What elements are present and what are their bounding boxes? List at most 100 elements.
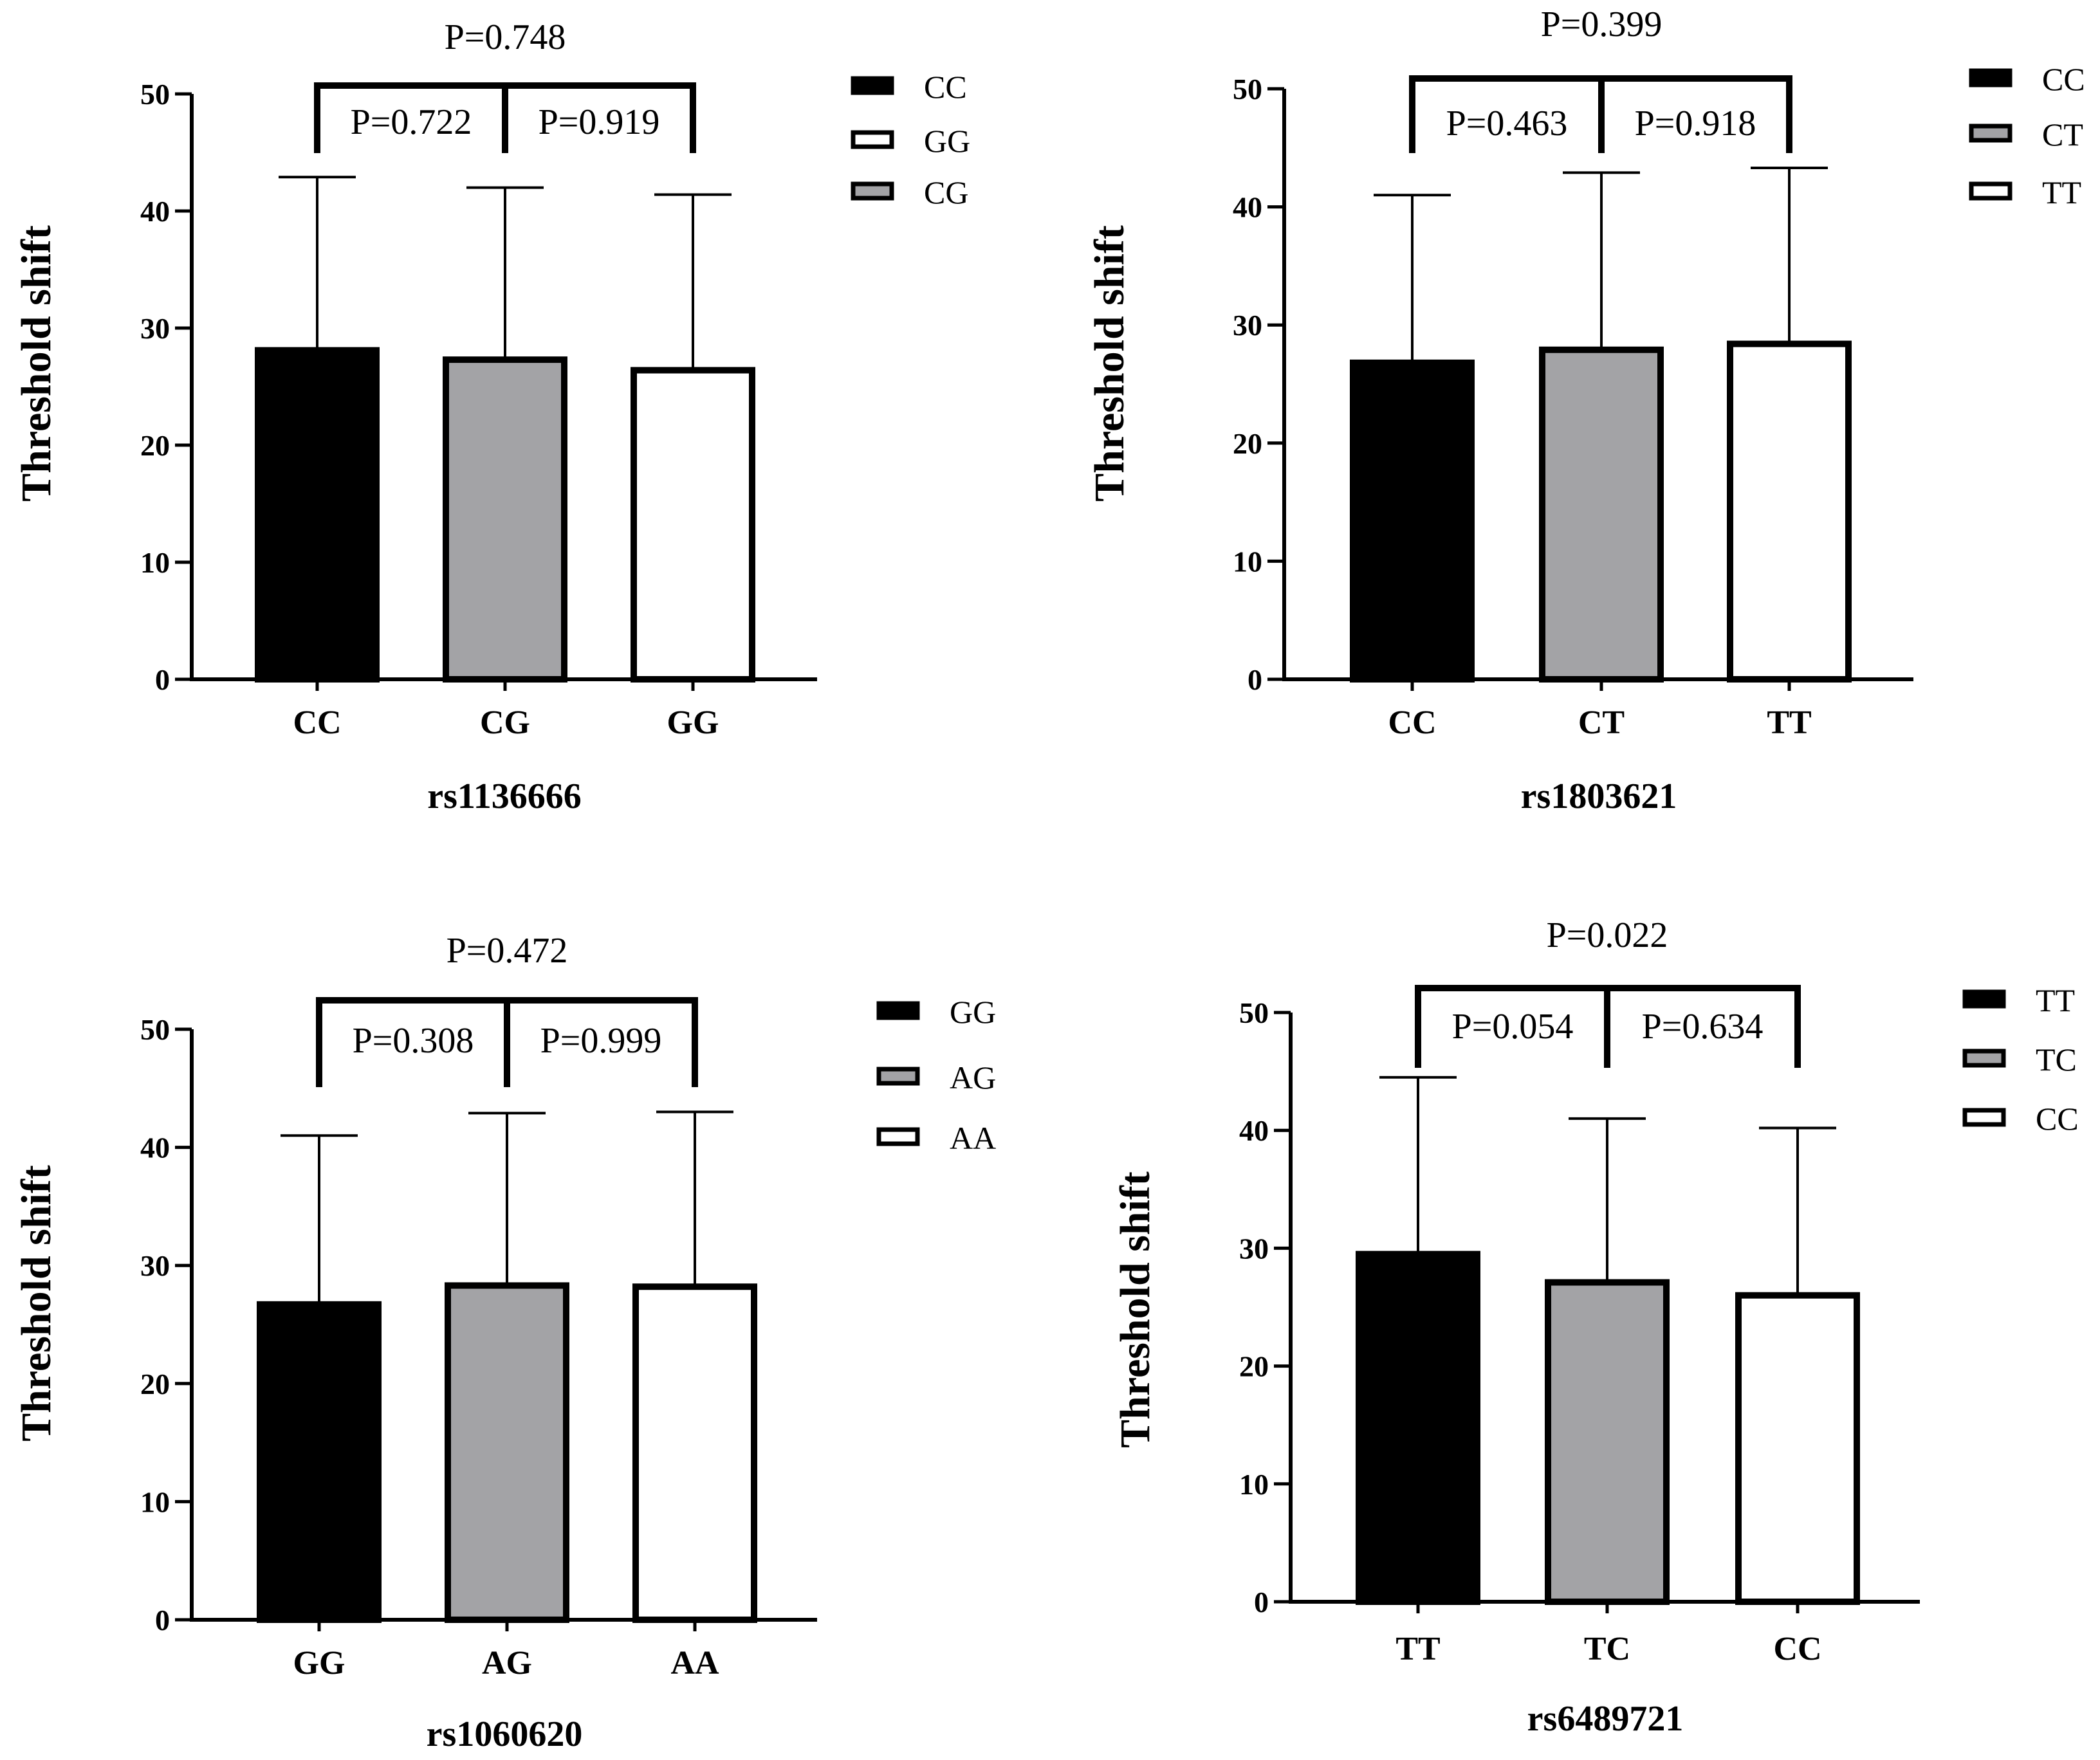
legend-label-ag: AG [950,1059,996,1095]
legend-label-tt: TT [2036,982,2075,1018]
y-tick-label: 10 [140,546,170,579]
bar-cc [1350,359,1475,683]
significance-bracket [314,82,696,153]
x-tick-label-gg: GG [667,704,719,741]
significance-bracket [316,997,698,1087]
legend-swatch-cc [851,76,894,95]
x-tick-label-ct: CT [1578,704,1625,741]
chart-panel-4: TT TC CC 0 10 20 30 40 50 rs6489721 Threshold shif… [1112,915,2079,1739]
x-tick-label-aa: AA [670,1645,719,1682]
legend-label-cc: CC [924,69,967,105]
p-value-label: P=0.054 [1452,1007,1574,1047]
y-tick-label: 0 [1254,1586,1269,1618]
p-value-label: P=0.919 [539,102,660,142]
p-value-label: P=0.999 [540,1021,662,1061]
y-axis-label: Threshold shift [1112,1171,1159,1448]
legend-swatch-tt [1969,181,2013,201]
y-tick-label: 40 [1233,191,1262,224]
y-tick-label: 50 [1239,996,1269,1029]
significance-bracket [1409,75,1792,153]
bar-gg [257,1301,382,1623]
bar-tt [1727,340,1852,683]
bar-ag [445,1282,569,1623]
y-tick-label: 20 [1233,427,1262,460]
bar-aa [632,1283,757,1624]
x-tick-label-cc: CC [293,704,341,741]
y-tick-label: 40 [1239,1114,1269,1147]
p-value-label: P=0.472 [447,931,568,971]
legend-swatch-ct [1969,124,2013,143]
chart-panel-1: CC CG GG 0 10 20 30 40 50 rs1136666 Threshold shif… [13,17,970,816]
bar-ct [1539,346,1664,683]
bar-cc [1735,1292,1860,1606]
y-tick-label: 30 [140,312,170,345]
x-axis-label: rs1803621 [1521,776,1677,816]
y-tick-label: 50 [1233,73,1262,105]
p-value-label: P=0.918 [1635,104,1756,143]
x-axis-label: rs6489721 [1527,1699,1684,1739]
x-axis-label: rs1136666 [427,776,582,816]
x-tick-label-tc: TC [1584,1631,1630,1667]
y-tick-label: 20 [140,429,170,462]
y-tick-label: 50 [140,1013,170,1046]
y-tick-label: 40 [140,1132,170,1164]
p-value-label: P=0.463 [1446,104,1568,143]
p-value-label: P=0.399 [1541,5,1663,44]
y-tick-label: 30 [1239,1232,1269,1265]
x-tick-label-gg: GG [293,1645,345,1682]
legend-swatch-aa [876,1127,920,1146]
y-tick-label: 50 [140,78,170,111]
legend-label-tt: TT [2042,174,2081,210]
y-tick-label: 10 [1233,545,1262,578]
x-tick-label-tt: TT [1395,1631,1440,1667]
y-tick-label: 20 [1239,1350,1269,1383]
x-tick-label-cg: CG [480,704,530,741]
legend-label-cg: CG [924,174,968,210]
bar-cc [255,347,380,683]
p-value-label: P=0.308 [353,1021,474,1061]
x-tick-label-cc: CC [1388,704,1436,741]
y-axis-label: Threshold shift [1086,225,1133,502]
x-tick-label-cc: CC [1773,1631,1821,1667]
legend-label-gg: GG [924,123,970,159]
chart-panel-2: CC CT TT 0 10 20 30 40 50 rs1803621 Threshold shif… [1086,5,2085,816]
legend-swatch-cc [1969,68,2013,87]
p-value-label: P=0.022 [1547,915,1668,955]
y-tick-label: 0 [155,1604,170,1636]
legend-label-gg: GG [950,994,996,1030]
legend-swatch-tc [1962,1049,2006,1068]
bar-gg [631,367,755,683]
legend-label-ct: CT [2042,116,2083,152]
y-tick-label: 10 [1239,1468,1269,1501]
legend-label-tc: TC [2036,1041,2077,1077]
x-axis-label: rs1060620 [427,1714,583,1754]
legend-swatch-ag [876,1067,920,1086]
y-tick-label: 20 [140,1368,170,1400]
bar-tt [1356,1251,1480,1606]
legend-label-cc: CC [2042,61,2085,97]
x-tick-label-tt: TT [1767,704,1811,741]
y-axis-label: Threshold shift [13,225,60,502]
chart-panel-3: GG AG AA 0 10 20 30 40 50 rs1060620 Threshold shif… [13,931,996,1754]
legend-swatch-tt [1962,989,2006,1009]
x-tick-label-ag: AG [482,1645,532,1682]
legend-label-aa: AA [950,1120,996,1156]
bar-cg [443,356,567,683]
significance-bracket [1415,985,1801,1068]
p-value-label: P=0.634 [1642,1007,1764,1047]
y-tick-label: 30 [1233,309,1262,342]
p-value-label: P=0.722 [351,102,472,142]
y-tick-label: 30 [140,1249,170,1282]
legend-swatch-cg [851,181,894,201]
legend-label-cc: CC [2036,1101,2079,1137]
y-tick-label: 0 [1248,663,1262,696]
y-tick-label: 0 [155,663,170,696]
legend-swatch-cc [1962,1108,2006,1127]
legend-swatch-gg [851,130,894,149]
y-axis-label: Threshold shift [13,1165,60,1442]
p-value-label: P=0.748 [445,17,566,57]
y-tick-label: 40 [140,195,170,228]
legend-swatch-gg [876,1001,920,1020]
bar-tc [1545,1279,1670,1605]
